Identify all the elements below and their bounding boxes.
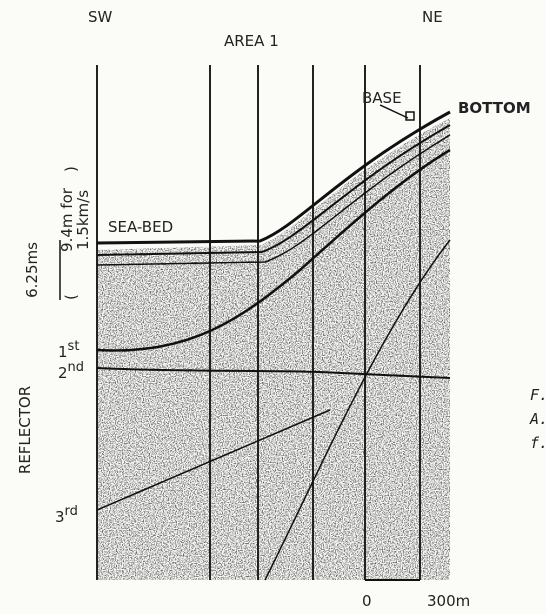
- caption-fragment: f.: [530, 434, 546, 452]
- scale-label: 300m: [427, 592, 470, 610]
- scale-label: 0: [362, 592, 372, 610]
- first-reflector: [96, 148, 451, 352]
- ordinal-number: 1: [58, 343, 68, 361]
- bracket: (: [62, 294, 80, 300]
- ordinal-suffix: rd: [65, 504, 78, 519]
- seabed-label: SEA-BED: [108, 218, 173, 236]
- ordinal-number: 2: [58, 364, 68, 382]
- ordinal-number: 3: [55, 508, 65, 526]
- reflector-number: 2nd: [58, 360, 84, 382]
- time-label: 6.25ms: [23, 242, 41, 298]
- third-reflector: [96, 409, 331, 511]
- reflector-label: REFLECTOR: [16, 386, 34, 474]
- caption-fragments: F. A. f.: [529, 386, 546, 452]
- ordinal-suffix: st: [68, 339, 80, 354]
- base-label: BASE: [362, 89, 402, 107]
- horizons: [59, 104, 451, 581]
- depth-label: 9.4m for: [58, 187, 76, 252]
- direction-label: NE: [422, 8, 443, 26]
- caption-fragment: F.: [530, 386, 546, 404]
- base-arrow: [379, 104, 409, 119]
- reflector-number: 3rd: [55, 504, 78, 526]
- horizon: [96, 124, 451, 256]
- bracket: ): [62, 166, 80, 172]
- base-marker: [405, 111, 415, 121]
- bottom-label: BOTTOM: [458, 99, 531, 117]
- reflector-number: 1st: [58, 339, 79, 361]
- direction-label: SW: [88, 8, 113, 26]
- ordinal-suffix: nd: [68, 360, 85, 375]
- depth-label: 1.5km/s: [74, 190, 92, 250]
- diagonal-event: [264, 239, 451, 581]
- second-reflector: [96, 367, 451, 379]
- seabed-horizon: [96, 110, 451, 245]
- caption-fragment: A.: [529, 410, 546, 428]
- area-label: AREA 1: [224, 32, 279, 50]
- vertical-lines: [96, 65, 421, 580]
- horizon: [96, 134, 451, 266]
